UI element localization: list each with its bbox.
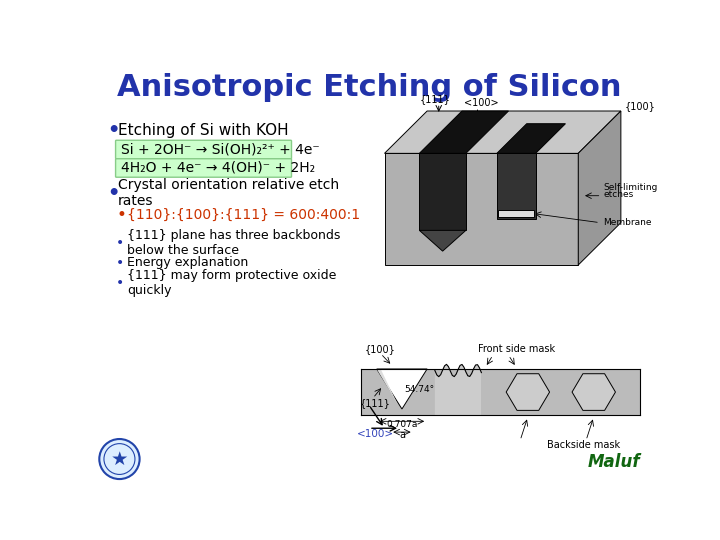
Text: Maluf: Maluf <box>588 454 640 471</box>
Text: 4H₂O + 4e⁻ → 4(OH)⁻ + 2H₂: 4H₂O + 4e⁻ → 4(OH)⁻ + 2H₂ <box>121 161 315 175</box>
Polygon shape <box>384 111 621 153</box>
Circle shape <box>99 439 140 479</box>
Text: Membrane: Membrane <box>603 218 652 227</box>
Polygon shape <box>361 369 640 415</box>
Polygon shape <box>482 369 497 415</box>
Polygon shape <box>578 111 621 265</box>
Text: •: • <box>117 276 125 291</box>
Polygon shape <box>419 153 466 231</box>
Text: Crystal orientation relative etch
rates: Crystal orientation relative etch rates <box>118 178 339 208</box>
Text: Front side mask: Front side mask <box>477 344 554 354</box>
Text: •: • <box>107 184 120 203</box>
Text: a: a <box>399 430 405 440</box>
Polygon shape <box>435 364 482 415</box>
Text: Etching of Si with KOH: Etching of Si with KOH <box>118 123 289 138</box>
Text: •: • <box>117 206 126 224</box>
Text: {111} may form protective oxide
quickly: {111} may form protective oxide quickly <box>127 269 336 298</box>
Polygon shape <box>497 153 536 219</box>
Text: {111} plane has three backbonds
below the surface: {111} plane has three backbonds below th… <box>127 230 341 258</box>
Text: Backside mask: Backside mask <box>547 440 621 450</box>
Text: •: • <box>117 237 125 251</box>
Text: {111}: {111} <box>419 94 450 104</box>
Text: etches: etches <box>603 190 634 199</box>
Text: •: • <box>107 121 120 140</box>
Polygon shape <box>419 111 508 153</box>
Text: Si + 2OH⁻ → Si(OH)₂²⁺ + 4e⁻: Si + 2OH⁻ → Si(OH)₂²⁺ + 4e⁻ <box>121 143 320 157</box>
Polygon shape <box>506 374 549 410</box>
Polygon shape <box>419 231 466 251</box>
Text: {111}: {111} <box>360 398 390 408</box>
Text: •: • <box>117 255 125 269</box>
Polygon shape <box>572 374 616 410</box>
Text: <100>: <100> <box>356 429 394 440</box>
Polygon shape <box>377 369 398 405</box>
Text: Self-limiting: Self-limiting <box>603 183 657 192</box>
Text: Anisotropic Etching of Silicon: Anisotropic Etching of Silicon <box>117 73 621 103</box>
Polygon shape <box>497 124 565 153</box>
Text: Energy explanation: Energy explanation <box>127 256 248 269</box>
Text: 54.74°: 54.74° <box>404 385 434 394</box>
Polygon shape <box>498 210 534 217</box>
Text: <100>: <100> <box>464 98 498 107</box>
Text: {100}: {100} <box>625 100 656 111</box>
Polygon shape <box>377 369 427 409</box>
Text: ★: ★ <box>111 449 128 469</box>
Text: 0.707a: 0.707a <box>386 421 418 429</box>
Polygon shape <box>384 153 578 265</box>
Text: {110}:{100}:{111} = 600:400:1: {110}:{100}:{111} = 600:400:1 <box>127 208 360 222</box>
FancyBboxPatch shape <box>116 159 292 177</box>
FancyBboxPatch shape <box>116 140 292 159</box>
Text: {100}: {100} <box>365 344 396 354</box>
